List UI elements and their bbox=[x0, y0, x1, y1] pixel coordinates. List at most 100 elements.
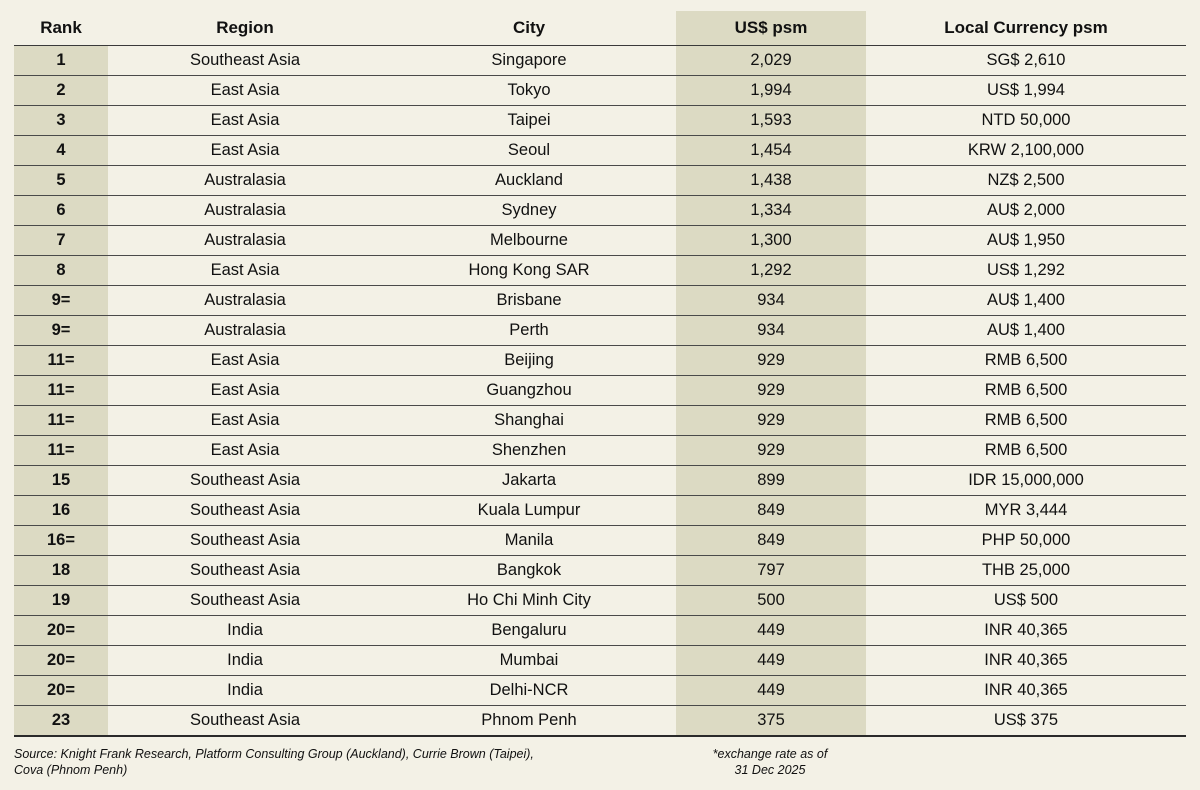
table-row: 8 East Asia Hong Kong SAR 1,292 US$ 1,292 bbox=[14, 255, 1186, 286]
cell-city: Bangkok bbox=[382, 555, 676, 586]
cell-city: Manila bbox=[382, 525, 676, 556]
cell-usd-psm: 2,029 bbox=[676, 45, 866, 76]
cell-rank: 7 bbox=[14, 225, 108, 256]
table-row: 20= India Bengaluru 449 INR 40,365 bbox=[14, 615, 1186, 646]
cell-city: Hong Kong SAR bbox=[382, 255, 676, 286]
cell-region: Southeast Asia bbox=[108, 585, 382, 616]
cell-region: Southeast Asia bbox=[108, 555, 382, 586]
cell-usd-psm: 929 bbox=[676, 345, 866, 376]
cell-city: Phnom Penh bbox=[382, 705, 676, 737]
cell-city: Bengaluru bbox=[382, 615, 676, 646]
cell-rank: 9= bbox=[14, 315, 108, 346]
cell-region: East Asia bbox=[108, 135, 382, 166]
header-usd-psm: US$ psm bbox=[676, 11, 866, 46]
cell-region: Southeast Asia bbox=[108, 525, 382, 556]
table-row: 2 East Asia Tokyo 1,994 US$ 1,994 bbox=[14, 75, 1186, 106]
cell-city: Singapore bbox=[382, 45, 676, 76]
cell-region: Australasia bbox=[108, 285, 382, 316]
cell-region: East Asia bbox=[108, 345, 382, 376]
table-row: 16 Southeast Asia Kuala Lumpur 849 MYR 3,444 bbox=[14, 495, 1186, 526]
table-body: 1 Southeast Asia Singapore 2,029 SG$ 2,610 2 E… bbox=[14, 45, 1186, 737]
cell-rank: 2 bbox=[14, 75, 108, 106]
cell-rank: 20= bbox=[14, 675, 108, 706]
cell-city: Tokyo bbox=[382, 75, 676, 106]
cell-usd-psm: 929 bbox=[676, 375, 866, 406]
cell-local-currency-psm: AU$ 1,950 bbox=[866, 225, 1186, 256]
cell-region: East Asia bbox=[108, 405, 382, 436]
cell-region: East Asia bbox=[108, 255, 382, 286]
cell-city: Guangzhou bbox=[382, 375, 676, 406]
cell-region: Australasia bbox=[108, 195, 382, 226]
cell-rank: 4 bbox=[14, 135, 108, 166]
cell-local-currency-psm: INR 40,365 bbox=[866, 645, 1186, 676]
cell-usd-psm: 449 bbox=[676, 615, 866, 646]
cell-local-currency-psm: RMB 6,500 bbox=[866, 435, 1186, 466]
header-city: City bbox=[382, 11, 676, 46]
cell-region: Southeast Asia bbox=[108, 495, 382, 526]
cell-region: East Asia bbox=[108, 375, 382, 406]
exchange-rate-note: *exchange rate as of 31 Dec 2025 bbox=[690, 746, 850, 778]
cell-usd-psm: 797 bbox=[676, 555, 866, 586]
exchange-note-line-2: 31 Dec 2025 bbox=[734, 763, 806, 777]
cell-city: Taipei bbox=[382, 105, 676, 136]
cell-local-currency-psm: RMB 6,500 bbox=[866, 375, 1186, 406]
cell-rank: 11= bbox=[14, 345, 108, 376]
cell-city: Auckland bbox=[382, 165, 676, 196]
cell-city: Shanghai bbox=[382, 405, 676, 436]
cell-local-currency-psm: US$ 375 bbox=[866, 705, 1186, 737]
cell-usd-psm: 1,438 bbox=[676, 165, 866, 196]
cell-local-currency-psm: RMB 6,500 bbox=[866, 345, 1186, 376]
cell-region: Australasia bbox=[108, 165, 382, 196]
cell-rank: 1 bbox=[14, 45, 108, 76]
cell-city: Perth bbox=[382, 315, 676, 346]
cell-usd-psm: 1,593 bbox=[676, 105, 866, 136]
table-row: 4 East Asia Seoul 1,454 KRW 2,100,000 bbox=[14, 135, 1186, 166]
cell-local-currency-psm: SG$ 2,610 bbox=[866, 45, 1186, 76]
cell-usd-psm: 1,334 bbox=[676, 195, 866, 226]
cell-local-currency-psm: PHP 50,000 bbox=[866, 525, 1186, 556]
table-row: 11= East Asia Shanghai 929 RMB 6,500 bbox=[14, 405, 1186, 436]
cell-rank: 23 bbox=[14, 705, 108, 737]
cell-rank: 18 bbox=[14, 555, 108, 586]
cell-region: East Asia bbox=[108, 435, 382, 466]
table-row: 11= East Asia Shenzhen 929 RMB 6,500 bbox=[14, 435, 1186, 466]
cell-usd-psm: 1,292 bbox=[676, 255, 866, 286]
cell-local-currency-psm: AU$ 1,400 bbox=[866, 285, 1186, 316]
cell-local-currency-psm: US$ 500 bbox=[866, 585, 1186, 616]
cell-usd-psm: 500 bbox=[676, 585, 866, 616]
cell-usd-psm: 934 bbox=[676, 285, 866, 316]
table-row: 9= Australasia Perth 934 AU$ 1,400 bbox=[14, 315, 1186, 346]
table-row: 23 Southeast Asia Phnom Penh 375 US$ 375 bbox=[14, 705, 1186, 737]
cell-local-currency-psm: US$ 1,292 bbox=[866, 255, 1186, 286]
cell-rank: 20= bbox=[14, 645, 108, 676]
table-row: 11= East Asia Guangzhou 929 RMB 6,500 bbox=[14, 375, 1186, 406]
cell-rank: 20= bbox=[14, 615, 108, 646]
cell-rank: 5 bbox=[14, 165, 108, 196]
cell-city: Kuala Lumpur bbox=[382, 495, 676, 526]
cell-rank: 3 bbox=[14, 105, 108, 136]
cell-rank: 16 bbox=[14, 495, 108, 526]
cell-rank: 8 bbox=[14, 255, 108, 286]
table-row: 16= Southeast Asia Manila 849 PHP 50,000 bbox=[14, 525, 1186, 556]
cell-region: Australasia bbox=[108, 225, 382, 256]
table-row: 20= India Delhi-NCR 449 INR 40,365 bbox=[14, 675, 1186, 706]
cell-region: Southeast Asia bbox=[108, 705, 382, 737]
cell-local-currency-psm: RMB 6,500 bbox=[866, 405, 1186, 436]
cell-rank: 11= bbox=[14, 405, 108, 436]
cell-rank: 16= bbox=[14, 525, 108, 556]
cell-local-currency-psm: IDR 15,000,000 bbox=[866, 465, 1186, 496]
table-row: 9= Australasia Brisbane 934 AU$ 1,400 bbox=[14, 285, 1186, 316]
table-row: 19 Southeast Asia Ho Chi Minh City 500 US$ 5… bbox=[14, 585, 1186, 616]
cell-city: Jakarta bbox=[382, 465, 676, 496]
cell-region: India bbox=[108, 675, 382, 706]
cell-city: Mumbai bbox=[382, 645, 676, 676]
table-row: 7 Australasia Melbourne 1,300 AU$ 1,950 bbox=[14, 225, 1186, 256]
cell-usd-psm: 449 bbox=[676, 645, 866, 676]
table-row: 15 Southeast Asia Jakarta 899 IDR 15,000,000 bbox=[14, 465, 1186, 496]
ranking-table: Rank Region City US$ psm Local Currency … bbox=[14, 11, 1186, 737]
cell-local-currency-psm: THB 25,000 bbox=[866, 555, 1186, 586]
header-region: Region bbox=[108, 11, 382, 46]
table-row: 20= India Mumbai 449 INR 40,365 bbox=[14, 645, 1186, 676]
cell-usd-psm: 929 bbox=[676, 435, 866, 466]
table-row: 6 Australasia Sydney 1,334 AU$ 2,000 bbox=[14, 195, 1186, 226]
